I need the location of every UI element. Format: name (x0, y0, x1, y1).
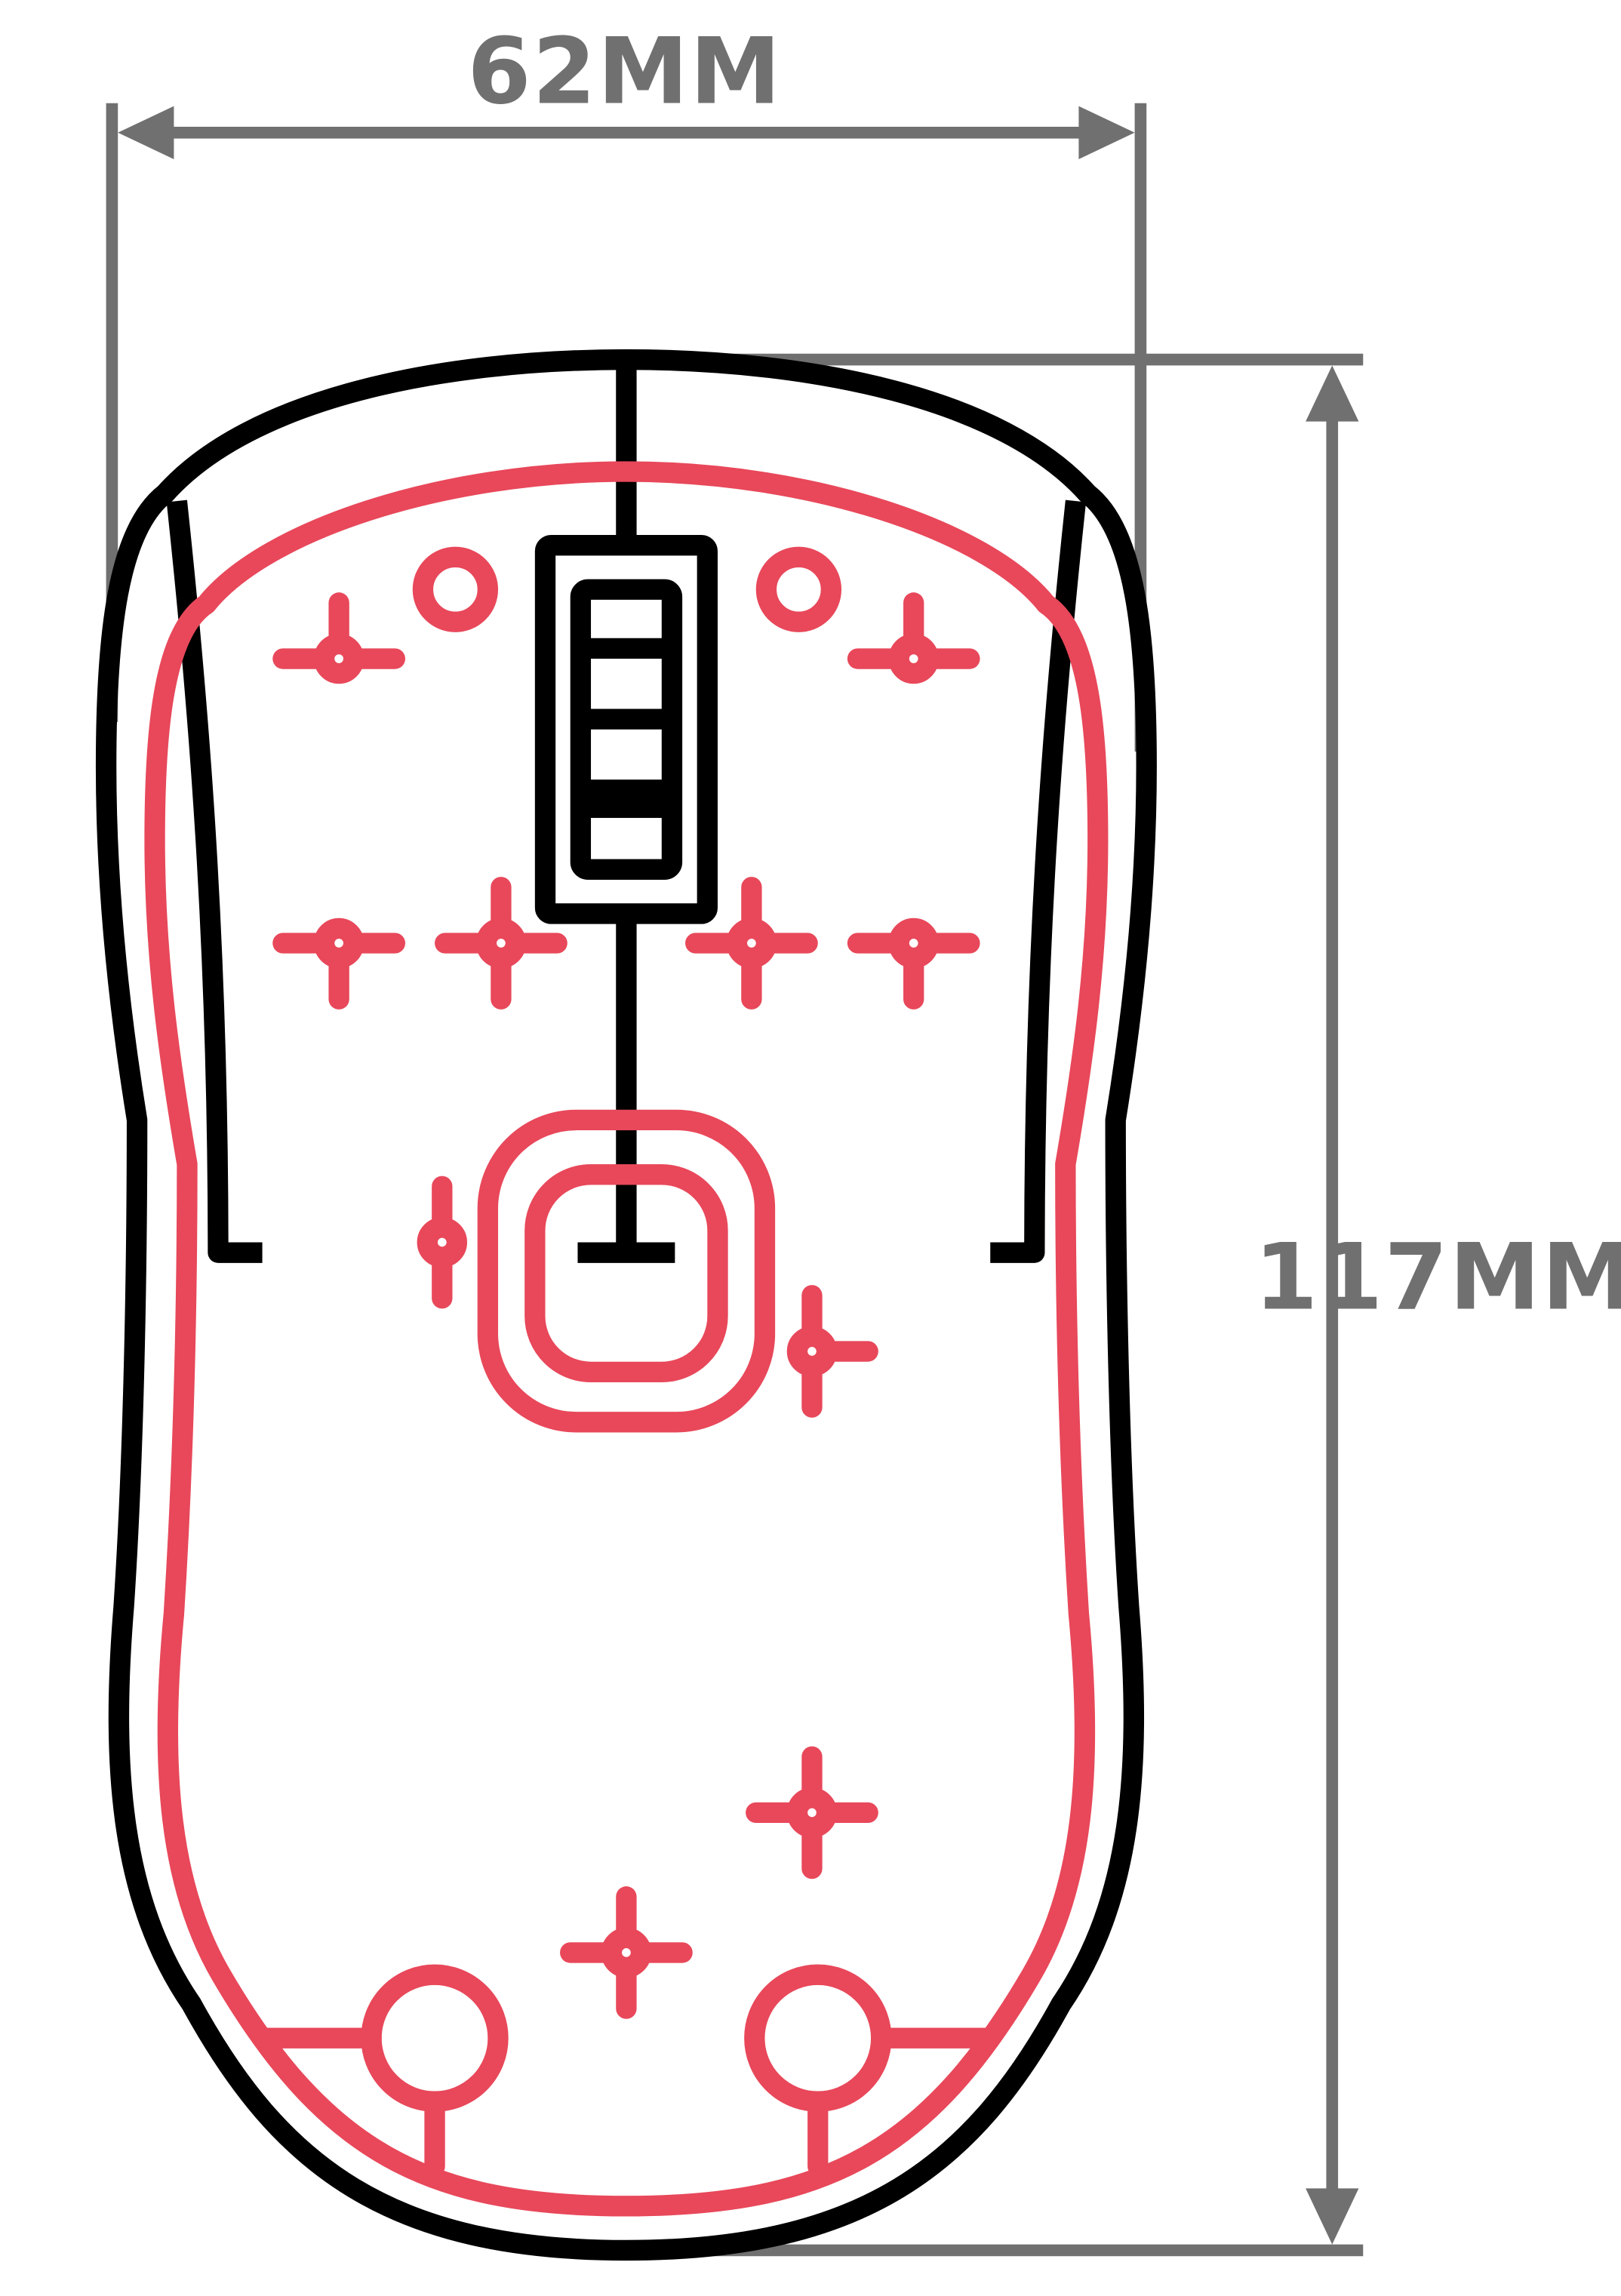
inner-pcb (144, 461, 1109, 2217)
right-seam-line (990, 499, 1087, 1263)
outer-shell-outline (95, 349, 1157, 2261)
scroll-housing (534, 534, 718, 924)
mount-cross (746, 1746, 878, 1880)
mount-cross (435, 877, 568, 1010)
mount-cross (847, 917, 980, 1010)
length-arrow-bottom-icon (1306, 2188, 1359, 2245)
width-arrow-left-icon (118, 106, 174, 159)
length-dimension: 117MM (626, 353, 1621, 2257)
outer-shell (95, 349, 1157, 2261)
mount-cross (847, 592, 980, 684)
width-arrow-right-icon (1078, 106, 1135, 159)
mount-half-cross (417, 1176, 468, 1309)
length-arrow-top-icon (1306, 365, 1359, 422)
length-label: 117MM (1254, 1224, 1621, 1330)
mount-cross (272, 592, 405, 684)
sensor-inner-ring (524, 1163, 728, 1383)
right-button-post (755, 546, 842, 632)
left-seam-line (166, 499, 263, 1263)
mount-cross (560, 1886, 693, 2019)
inner-pcb-outline (144, 461, 1109, 2217)
left-foot (361, 1964, 509, 2112)
width-label: 62MM (467, 19, 782, 125)
mount-cross (786, 1285, 878, 1418)
left-button-post (412, 546, 499, 632)
mount-cross (685, 877, 818, 1010)
mounting-crosses (272, 592, 980, 2019)
right-foot (744, 1964, 892, 2112)
mount-cross (272, 917, 405, 1010)
sensor-outer-ring (477, 1109, 776, 1433)
